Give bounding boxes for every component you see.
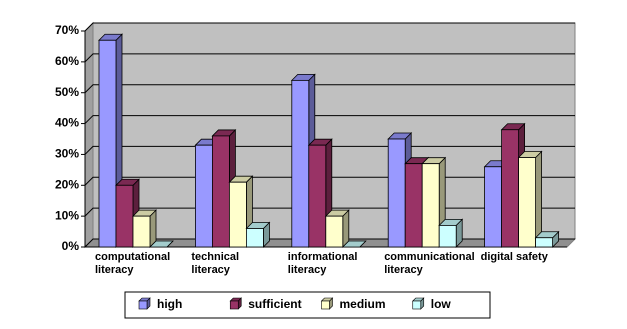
y-tick-label: 0% [62,239,80,253]
x-tick-label: communicational literacy [384,251,475,276]
bar [115,184,134,248]
bar [194,144,213,248]
bar [404,163,423,248]
x-tick-label: computational literacy [95,251,171,276]
bar [132,215,151,248]
grid-line [84,84,575,94]
legend-marker [321,300,330,310]
bar [291,79,310,248]
bar-top [341,240,367,248]
x-tick-label: technical literacy [191,251,240,276]
x-tick-label: digital safety [480,251,548,263]
bar [484,166,503,248]
bar [228,181,247,248]
legend-label: low [431,297,452,311]
bar [438,224,457,248]
bar [325,215,344,248]
bar [535,237,553,248]
bar [501,129,520,248]
bar [518,157,536,248]
legend-marker [229,300,239,310]
bar [211,135,230,248]
legend-label: medium [340,297,386,311]
side-wall [84,21,94,249]
y-tick-label: 30% [55,147,79,161]
bar [421,163,440,248]
y-tick-label: 50% [55,85,79,99]
x-tick-label: informational literacy [287,251,358,276]
y-tick-label: 40% [55,116,79,130]
bar [308,144,327,248]
bar [98,39,117,248]
grid-line [84,145,575,155]
legend-box [124,291,491,319]
grid-line [84,53,575,63]
legend-label: high [157,297,182,311]
grid-line [84,115,575,124]
y-tick-label: 10% [55,208,79,222]
y-tick-label: 60% [55,54,79,68]
bar [387,138,406,248]
bar-top [149,240,174,248]
legend-label: sufficient [248,297,301,311]
bar [245,228,264,248]
y-tick-label: 20% [55,177,79,191]
y-tick-label: 70% [55,23,79,37]
legend-marker [138,300,148,310]
grid-line [84,22,575,32]
legend-marker [412,300,422,310]
